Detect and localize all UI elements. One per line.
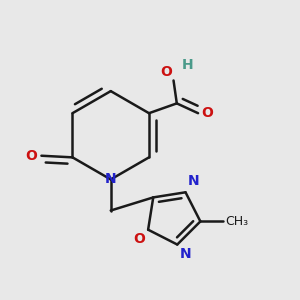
Text: O: O <box>26 149 38 163</box>
Text: N: N <box>180 247 191 261</box>
Text: O: O <box>160 65 172 79</box>
Text: N: N <box>188 174 200 188</box>
Text: CH₃: CH₃ <box>225 215 248 228</box>
Text: H: H <box>182 58 193 72</box>
Text: O: O <box>201 106 213 120</box>
Text: O: O <box>134 232 146 246</box>
Text: N: N <box>105 172 117 186</box>
